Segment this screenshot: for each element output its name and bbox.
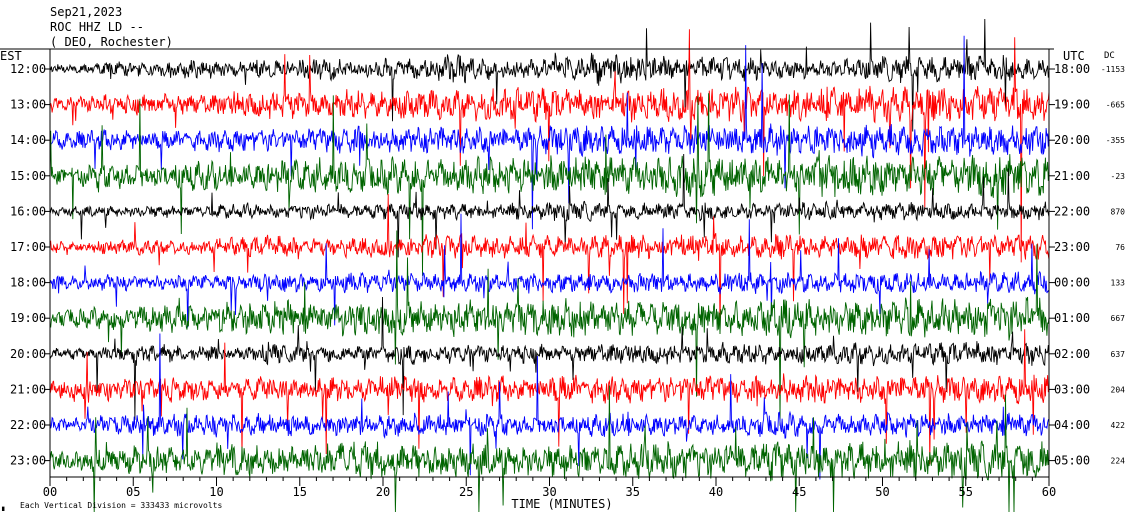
header-line-2: ROC HHZ LD -- [50,20,144,34]
scale-note: Each Vertical Division = 333433 microvol… [20,501,222,510]
x-tick-label: 60 [1042,485,1056,499]
est-hour-label: 12:00 [10,62,46,76]
utc-hour-label: 21:00 [1054,169,1090,183]
dc-offset-label: -355 [1106,136,1125,145]
est-hour-label: 16:00 [10,204,46,218]
x-tick-label: 35 [626,485,640,499]
utc-hour-label: 02:00 [1054,347,1090,361]
x-tick-label: 15 [293,485,307,499]
x-tick-label: 30 [542,485,556,499]
header-line-3: ( DEO, Rochester) [50,35,173,49]
est-hour-label: 18:00 [10,276,46,290]
est-hour-label: 19:00 [10,311,46,325]
utc-hour-label: 00:00 [1054,276,1090,290]
trace-group [49,18,1050,513]
dc-offset-label: 204 [1111,385,1126,394]
est-hour-label: 23:00 [10,454,46,468]
corner-mark: ∎ [1,505,5,513]
label-group: 00 05 10 15 20 25 30 35 40 45 50 55 60 12:00 18:00 -115… [10,62,1125,499]
dc-column-title: DC [1104,51,1115,61]
est-hour-label: 13:00 [10,98,46,112]
trace-row-1600 [49,153,1050,258]
x-tick-label: 10 [209,485,223,499]
dc-offset-label: -1153 [1101,65,1125,74]
trace-row-2200 [49,333,1050,480]
x-tick-label: 55 [959,485,973,499]
utc-hour-label: 22:00 [1054,204,1090,218]
x-tick-label: 45 [792,485,806,499]
utc-hour-label: 05:00 [1054,454,1090,468]
trace-row-1800 [49,213,1050,328]
x-tick-label: 05 [126,485,140,499]
dc-offset-label: 637 [1111,350,1126,359]
trace-row-1300 [49,29,1050,263]
dc-offset-label: 422 [1111,421,1126,430]
tick-group [44,68,1055,486]
est-hour-label: 15:00 [10,169,46,183]
dc-offset-label: 133 [1111,279,1126,288]
x-tick-label: 00 [43,485,57,499]
dc-offset-label: 667 [1111,314,1126,323]
plot-frame [0,48,1054,478]
dc-offset-label: 224 [1111,457,1126,466]
x-tick-label: 25 [459,485,473,499]
est-hour-label: 17:00 [10,240,46,254]
trace-row-2300 [49,385,1050,513]
est-hour-label: 22:00 [10,418,46,432]
x-tick-label: 20 [376,485,390,499]
trace-row-1500 [49,93,1050,276]
utc-hour-label: 03:00 [1054,382,1090,396]
x-axis-label: TIME (MINUTES) [511,497,612,511]
dc-offset-label: 870 [1111,207,1126,216]
trace-row-1900 [49,230,1050,426]
dc-offset-label: -665 [1106,101,1125,110]
est-hour-label: 21:00 [10,382,46,396]
utc-hour-label: 18:00 [1054,62,1090,76]
utc-hour-label: 19:00 [1054,98,1090,112]
trace-row-1700 [49,193,1050,334]
header-line-1: Sep21,2023 [50,5,122,19]
dc-offset-label: -23 [1111,172,1126,181]
utc-hour-label: 01:00 [1054,311,1090,325]
utc-hour-label: 04:00 [1054,418,1090,432]
utc-hour-label: 20:00 [1054,133,1090,147]
trace-row-1400 [49,35,1050,230]
dc-offset-label: 76 [1115,243,1125,252]
trace-row-1200 [49,18,1050,132]
trace-row-2000 [49,296,1050,420]
trace-row-2100 [49,329,1050,465]
est-hour-label: 20:00 [10,347,46,361]
right-axis-title: UTC [1063,49,1085,63]
utc-hour-label: 23:00 [1054,240,1090,254]
x-tick-label: 40 [709,485,723,499]
x-tick-label: 50 [875,485,889,499]
est-hour-label: 14:00 [10,133,46,147]
left-axis-title: EST [0,49,22,63]
